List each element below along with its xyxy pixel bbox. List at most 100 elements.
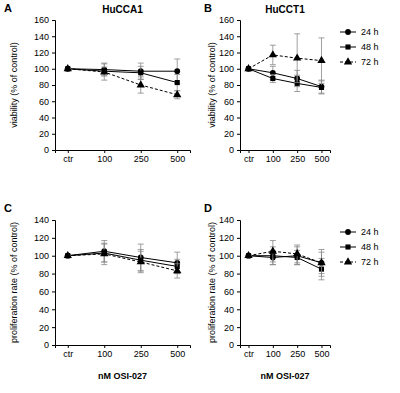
error-bar-cap (294, 245, 300, 246)
x-tick-label: 250 (134, 349, 149, 359)
x-tick-mark (68, 345, 69, 348)
error-bar-cap (174, 74, 180, 75)
point (319, 85, 324, 90)
error-bar-cap (294, 82, 300, 83)
panel-label: D (204, 202, 212, 214)
error-bar-cap (294, 262, 300, 263)
error-bar-cap (318, 276, 324, 277)
y-tick-label: 0 (44, 340, 49, 350)
error-bar-cap (174, 278, 180, 279)
y-tick-label: 120 (219, 48, 234, 58)
y-tick-label: 120 (34, 233, 49, 243)
x-tick: 250 (134, 150, 149, 164)
x-tick-mark (249, 345, 250, 348)
error-bar-cap (270, 74, 276, 75)
y-tick-label: 20 (224, 323, 234, 333)
series (64, 64, 182, 99)
y-tick: 120 (34, 48, 55, 58)
y-axis-title: viability (% of control) (207, 42, 217, 128)
y-tick: 60 (39, 287, 55, 297)
error-bar-cap (294, 91, 300, 92)
error-bar-cap (174, 252, 180, 253)
legend-label: 72 h (361, 57, 379, 67)
legend-marker (345, 29, 351, 35)
x-tick: 500 (314, 150, 329, 164)
x-tick-mark (104, 150, 105, 153)
y-tick-label: 160 (34, 15, 49, 25)
error-bar-cap (318, 279, 324, 280)
y-axis-title: viability (% of control) (9, 42, 19, 128)
point (270, 70, 276, 76)
y-tick-mark (52, 85, 55, 86)
panel-label: C (4, 202, 12, 214)
y-tick-label: 20 (39, 323, 49, 333)
chart-title: HuCCA1 (102, 4, 143, 15)
x-tick-label: ctr (244, 154, 254, 164)
y-tick-mark (237, 238, 240, 239)
error-bar-cap (318, 93, 324, 94)
y-tick-mark (237, 345, 240, 346)
legend: 24 h48 h72 h (340, 27, 379, 67)
y-tick-mark (52, 118, 55, 119)
legend-marker (344, 57, 352, 64)
y-tick-mark (237, 256, 240, 257)
y-tick: 60 (224, 97, 240, 107)
y-tick-mark (52, 134, 55, 135)
legend-label: 48 h (361, 242, 379, 252)
error-bar-cap (101, 240, 107, 241)
point (175, 80, 180, 85)
x-tick-label: ctr (63, 154, 73, 164)
figure: 020406080100120140160ctr100250500AHuCCA1… (0, 0, 400, 393)
error-bar-cap (270, 261, 276, 262)
series (246, 247, 325, 274)
error-bar-cap (294, 264, 300, 265)
x-axis: ctr100250500 (56, 345, 191, 359)
y-tick-mark (237, 69, 240, 70)
panel: 020406080100120140ctr100250500Cprolifera… (4, 202, 191, 381)
x-tick-mark (177, 345, 178, 348)
y-tick-label: 40 (224, 113, 234, 123)
y-tick: 140 (219, 215, 240, 225)
x-axis: ctr100250500 (241, 345, 331, 359)
error-bar-cap (318, 37, 324, 38)
series (246, 66, 325, 94)
error-bar-cap (270, 264, 276, 265)
y-tick-label: 40 (39, 113, 49, 123)
y-tick: 80 (224, 269, 240, 279)
series-line (249, 69, 322, 88)
y-tick-mark (52, 327, 55, 328)
y-axis-line (237, 21, 241, 151)
x-tick-mark (273, 150, 274, 153)
x-tick-label: 100 (97, 349, 112, 359)
y-tick-label: 0 (229, 145, 234, 155)
legend: 24 h48 h72 h (340, 227, 379, 267)
x-axis-line (56, 151, 191, 154)
y-tick-label: 80 (224, 80, 234, 90)
x-tick-label: 250 (290, 349, 305, 359)
y-axis-line (237, 221, 241, 346)
y-tick-mark (237, 118, 240, 119)
error-bar-cap (101, 264, 107, 265)
y-tick-label: 20 (39, 129, 49, 139)
y-tick-label: 120 (34, 48, 49, 58)
error-bar-cap (138, 63, 144, 64)
x-tick: 500 (170, 150, 185, 164)
y-tick-mark (237, 291, 240, 292)
y-tick: 140 (34, 32, 55, 42)
y-tick-mark (52, 274, 55, 275)
x-tick-label: 100 (266, 154, 281, 164)
legend-marker (345, 44, 350, 49)
point (173, 90, 181, 97)
error-bar-cap (138, 251, 144, 252)
x-tick: ctr (244, 150, 254, 164)
y-tick: 140 (219, 32, 240, 42)
y-tick-label: 140 (34, 32, 49, 42)
y-tick-mark (237, 20, 240, 21)
y-tick-mark (237, 274, 240, 275)
panel: 020406080100120140160ctr100250500AHuCCA1… (4, 2, 191, 164)
y-tick-mark (52, 69, 55, 70)
point (100, 249, 108, 256)
y-axis: 020406080100120140 (219, 215, 241, 350)
x-tick: 250 (290, 345, 305, 359)
error-bar-cap (138, 93, 144, 94)
